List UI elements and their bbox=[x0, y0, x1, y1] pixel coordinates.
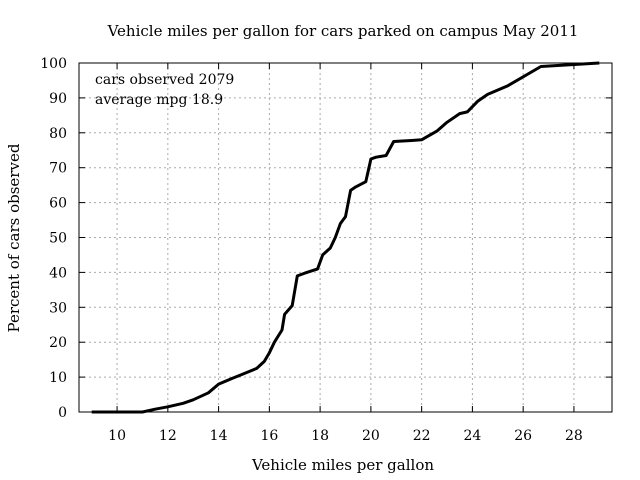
x-tick-label: 10 bbox=[108, 428, 126, 444]
y-tick-label: 40 bbox=[49, 265, 67, 281]
x-tick-label: 24 bbox=[463, 428, 481, 444]
y-tick-label: 70 bbox=[49, 161, 67, 177]
y-tick-label: 10 bbox=[49, 370, 67, 386]
y-axis: 0 10 20 30 40 50 60 70 80 90 100 bbox=[40, 56, 612, 421]
y-tick-label: 0 bbox=[58, 405, 67, 421]
x-tick-label: 18 bbox=[311, 428, 329, 444]
y-axis-label: Percent of cars observed bbox=[5, 143, 23, 332]
y-tick-label: 100 bbox=[40, 56, 67, 72]
x-tick-label: 28 bbox=[565, 428, 583, 444]
x-axis: 10 12 14 16 18 20 22 24 26 28 bbox=[108, 63, 583, 444]
y-tick-label: 90 bbox=[49, 91, 67, 107]
y-tick-label: 80 bbox=[49, 126, 67, 142]
x-tick-label: 14 bbox=[210, 428, 228, 444]
x-axis-label: Vehicle miles per gallon bbox=[251, 456, 434, 474]
x-tick-label: 22 bbox=[413, 428, 431, 444]
cumulative-line bbox=[91, 61, 600, 414]
x-tick-label: 20 bbox=[362, 428, 380, 444]
grid-lines bbox=[79, 63, 612, 412]
cars-observed-annotation: cars observed 2079 bbox=[95, 72, 234, 88]
average-mpg-annotation: average mpg 18.9 bbox=[95, 92, 223, 108]
y-tick-label: 60 bbox=[49, 196, 67, 212]
y-tick-label: 30 bbox=[49, 300, 67, 316]
x-tick-label: 26 bbox=[514, 428, 532, 444]
x-tick-label: 16 bbox=[260, 428, 278, 444]
y-tick-label: 20 bbox=[49, 335, 67, 351]
y-tick-label: 50 bbox=[49, 231, 67, 247]
x-tick-label: 12 bbox=[159, 428, 177, 444]
chart-title: Vehicle miles per gallon for cars parked… bbox=[107, 22, 579, 40]
